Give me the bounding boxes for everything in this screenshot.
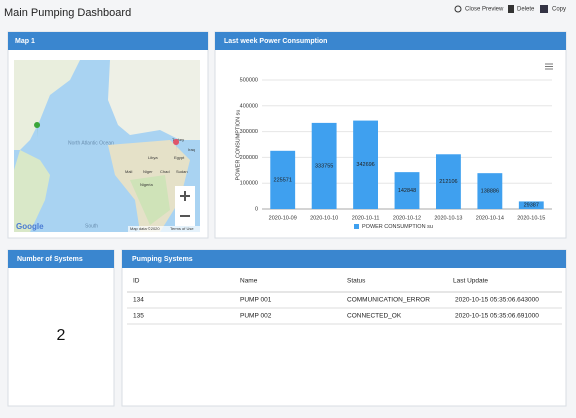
map-label: Chad [160, 169, 170, 174]
x-tick-label: 2020-10-15 [517, 215, 545, 221]
value-label: 212106 [439, 179, 457, 185]
page-title: Main Pumping Dashboard [4, 7, 131, 19]
system-count: 2 [57, 327, 66, 344]
x-tick-label: 2020-10-13 [434, 215, 462, 221]
map-marker[interactable] [34, 122, 41, 138]
panel-title: Pumping Systems [132, 256, 193, 263]
chart: 0 100000 200000 300000 400000 500000 2020-10-0… [240, 77, 552, 230]
bar[interactable] [394, 172, 420, 209]
table-cell: CONNECTED_OK [347, 313, 402, 320]
chart-menu[interactable] [545, 63, 553, 70]
map-logo: Google [16, 222, 44, 231]
x-tick-label: 2020-10-12 [393, 215, 421, 221]
map-label: South [85, 223, 98, 229]
y-tick-label: 0 [255, 206, 258, 212]
value-label: 142848 [398, 188, 416, 194]
map-label: Niger [143, 169, 153, 174]
panel-title: Map 1 [15, 38, 35, 45]
legend-label[interactable]: POWER CONSUMPTION su [362, 224, 433, 230]
copy-icon[interactable] [540, 5, 548, 13]
value-label: 342696 [356, 162, 374, 168]
bar[interactable] [477, 173, 503, 209]
table-cell: 2020-10-15 05:35:06.691000 [455, 313, 539, 320]
bar[interactable] [436, 154, 461, 209]
panel-title: Number of Systems [17, 256, 83, 263]
map[interactable] [14, 60, 200, 232]
table-cell: 2020-10-15 05:35:06.643000 [455, 297, 539, 304]
panel-header [215, 32, 566, 50]
y-tick-label: 400000 [240, 103, 258, 109]
map-label: Sudan [176, 169, 188, 174]
bar[interactable] [518, 201, 544, 209]
y-axis-label: POWER CONSUMPTION su [235, 110, 241, 181]
table-panel [121, 249, 567, 407]
value-label: 333755 [315, 163, 333, 169]
table-cell: COMMUNICATION_ERROR [347, 297, 430, 304]
x-tick-label: 2020-10-09 [269, 215, 297, 221]
x-tick-label: 2020-10-11 [352, 215, 380, 221]
delete-icon[interactable] [508, 5, 514, 13]
delete[interactable]: Delete [517, 7, 535, 13]
table-cell: 134 [133, 297, 144, 304]
count-panel [7, 249, 115, 407]
map-label: Libya [148, 155, 158, 160]
column-header: Last Update [453, 278, 488, 285]
map-label: Nigeria [140, 182, 153, 187]
x-tick-label: 2020-10-10 [310, 215, 338, 221]
map-attribution: Map data ©2020 [130, 226, 160, 231]
table-cell: PUMP 001 [240, 297, 272, 304]
y-tick-label: 100000 [240, 181, 258, 187]
map-label: Mali [125, 169, 132, 174]
value-label: 225571 [274, 177, 292, 183]
column-header: ID [133, 278, 140, 285]
value-label: 138886 [481, 189, 499, 195]
column-header: Status [347, 278, 366, 285]
value-label: 29387 [524, 203, 539, 209]
panel-header [122, 250, 566, 268]
map-label: Turkey [172, 137, 184, 142]
table-cell: 135 [133, 313, 144, 320]
chart-panel [214, 31, 567, 239]
map-label: Egypt [174, 155, 185, 160]
close-preview[interactable]: Close Preview [465, 7, 504, 13]
column-header: Name [240, 278, 258, 285]
y-tick-label: 300000 [240, 129, 258, 135]
table: ID Name Status Last Update 134 PUMP 001 COMMUN… [127, 278, 562, 325]
copy[interactable]: Copy [552, 7, 566, 13]
map-terms[interactable]: Terms of Use [170, 226, 194, 231]
bar[interactable] [311, 122, 337, 209]
eye-icon[interactable] [454, 5, 462, 13]
map-label: North Atlantic Ocean [68, 140, 114, 146]
table-cell: PUMP 002 [240, 313, 272, 320]
x-tick-label: 2020-10-14 [476, 215, 504, 221]
map-label: Iraq [188, 147, 195, 152]
zoom-in-icon [180, 191, 190, 201]
bar[interactable] [353, 120, 378, 209]
chart-title: Last week Power Consumption [224, 38, 327, 45]
bar[interactable] [270, 150, 296, 209]
y-tick-label: 200000 [240, 155, 258, 161]
attribution-bg [128, 226, 200, 232]
legend-swatch [354, 224, 359, 229]
panel-header [8, 250, 114, 268]
panel-header [8, 32, 208, 50]
map-marker[interactable] [173, 139, 180, 155]
y-tick-label: 500000 [240, 77, 258, 83]
